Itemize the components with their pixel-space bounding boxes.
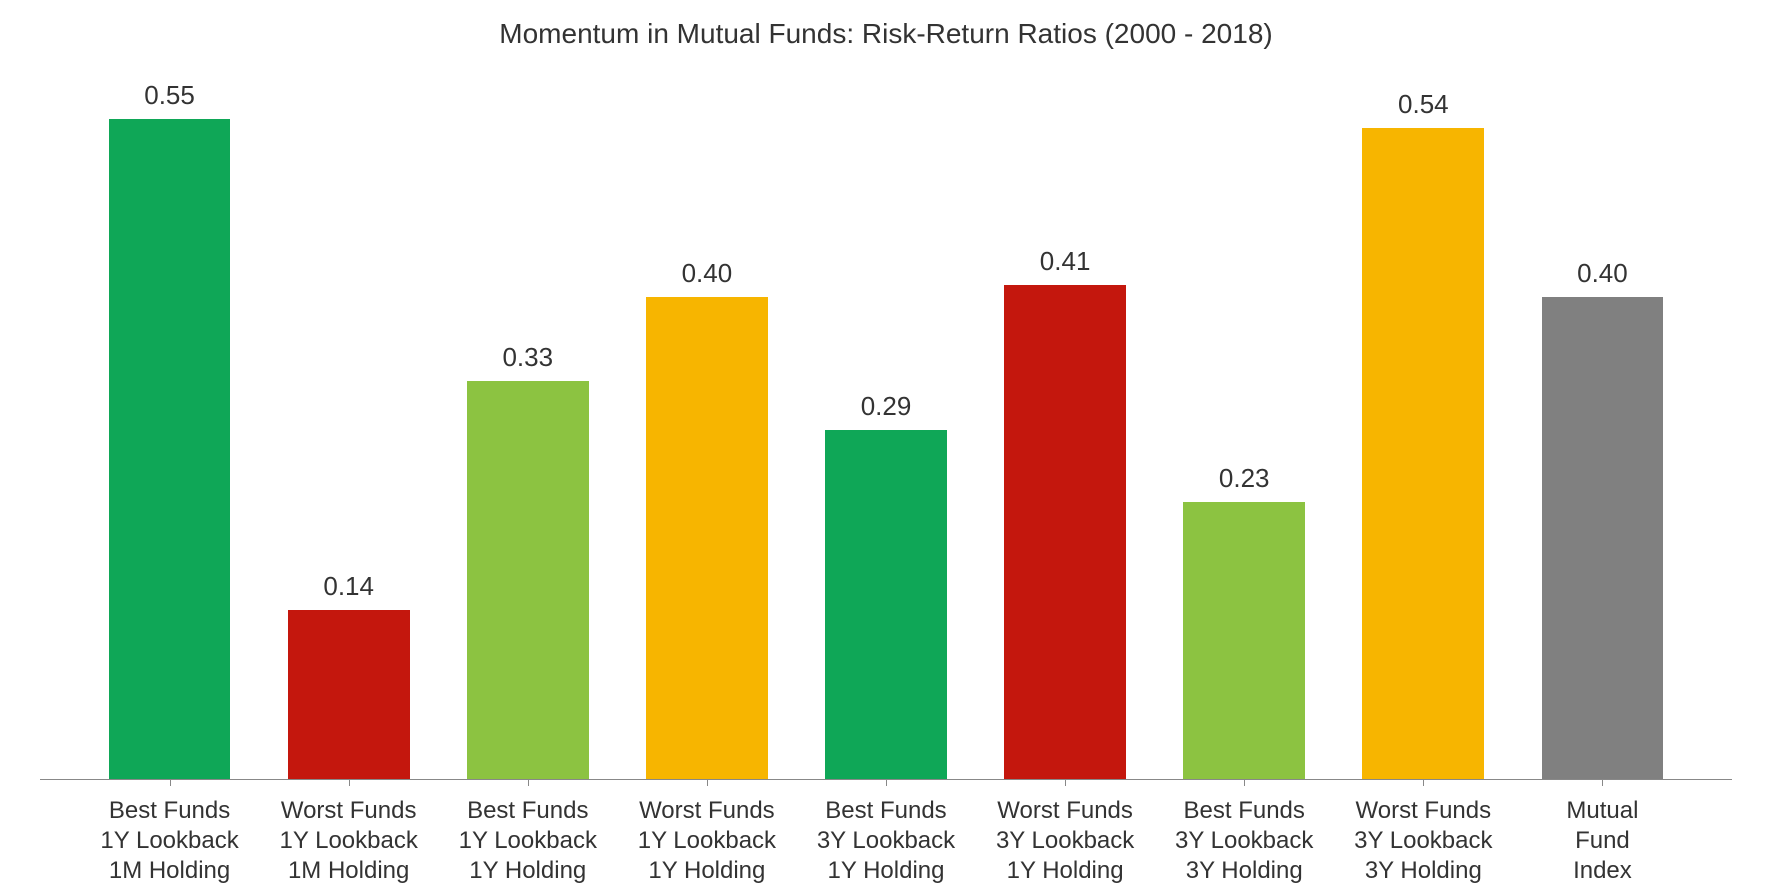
x-axis-label-line: 1Y Holding (800, 856, 971, 886)
x-axis-label-line: 3Y Lookback (1338, 826, 1509, 856)
bar-wrapper: 0.41 (976, 80, 1155, 779)
x-axis-label: Worst Funds1Y Lookback1M Holding (259, 786, 438, 886)
x-axis-label-line: Worst Funds (263, 796, 434, 826)
x-axis-label-line: Mutual (1517, 796, 1688, 826)
x-axis-label: Worst Funds3Y Lookback3Y Holding (1334, 786, 1513, 886)
chart-title: Momentum in Mutual Funds: Risk-Return Ra… (0, 0, 1772, 80)
x-axis-label-line: 3Y Holding (1338, 856, 1509, 886)
x-axis-label-line: 1M Holding (84, 856, 255, 886)
x-axis-label: Worst Funds1Y Lookback1Y Holding (617, 786, 796, 886)
x-axis-label: Worst Funds3Y Lookback1Y Holding (976, 786, 1155, 886)
x-axis-label-line: 1Y Lookback (621, 826, 792, 856)
bar (109, 119, 231, 779)
x-axis-label-line: 3Y Holding (1159, 856, 1330, 886)
x-axis-label-line: Best Funds (800, 796, 971, 826)
x-axis-label-line: 1Y Lookback (263, 826, 434, 856)
x-axis-label-line: Index (1517, 856, 1688, 886)
x-axis-label: Best Funds1Y Lookback1M Holding (80, 786, 259, 886)
x-axis-label: Best Funds3Y Lookback3Y Holding (1155, 786, 1334, 886)
x-axis-label-line: Worst Funds (621, 796, 792, 826)
bar (1183, 502, 1305, 779)
x-axis-label-line: 1Y Lookback (84, 826, 255, 856)
x-axis-label-line: Best Funds (442, 796, 613, 826)
bar-value-label: 0.55 (144, 80, 195, 111)
bar-wrapper: 0.40 (617, 80, 796, 779)
x-axis-label-line: 3Y Lookback (800, 826, 971, 856)
bar (1362, 128, 1484, 779)
x-axis-labels: Best Funds1Y Lookback1M HoldingWorst Fun… (40, 786, 1732, 886)
bar-value-label: 0.14 (323, 571, 374, 602)
bar-value-label: 0.54 (1398, 89, 1449, 120)
x-axis-label-line: 3Y Lookback (1159, 826, 1330, 856)
plot-area: 0.55 0.14 0.33 0.40 0.29 0.41 0.23 0.54 0.40 (40, 80, 1732, 780)
x-axis-label-line: 1Y Holding (621, 856, 792, 886)
bar-value-label: 0.41 (1040, 246, 1091, 277)
x-axis-label-line: 1M Holding (263, 856, 434, 886)
bar-wrapper: 0.29 (796, 80, 975, 779)
bar (288, 610, 410, 779)
bar-wrapper: 0.14 (259, 80, 438, 779)
bar-value-label: 0.33 (502, 342, 553, 373)
bar-wrapper: 0.55 (80, 80, 259, 779)
bar-wrapper: 0.23 (1155, 80, 1334, 779)
x-axis-label-line: 3Y Lookback (980, 826, 1151, 856)
x-axis-label-line: 1Y Holding (980, 856, 1151, 886)
bar-value-label: 0.40 (682, 258, 733, 289)
bar (467, 381, 589, 779)
bar-wrapper: 0.54 (1334, 80, 1513, 779)
bar-wrapper: 0.33 (438, 80, 617, 779)
x-axis-label-line: Best Funds (84, 796, 255, 826)
bar (646, 297, 768, 779)
x-axis-label-line: Best Funds (1159, 796, 1330, 826)
bar (1004, 285, 1126, 779)
bar-wrapper: 0.40 (1513, 80, 1692, 779)
x-axis-label-line: 1Y Holding (442, 856, 613, 886)
bar (1542, 297, 1664, 779)
bar-value-label: 0.29 (861, 391, 912, 422)
bar-value-label: 0.40 (1577, 258, 1628, 289)
x-axis-label: Best Funds3Y Lookback1Y Holding (796, 786, 975, 886)
x-axis-label-line: Fund (1517, 826, 1688, 856)
chart-container: Momentum in Mutual Funds: Risk-Return Ra… (0, 0, 1772, 886)
x-axis-label-line: Worst Funds (980, 796, 1151, 826)
x-axis-label: Best Funds1Y Lookback1Y Holding (438, 786, 617, 886)
x-axis-label: MutualFundIndex (1513, 786, 1692, 886)
bar (825, 430, 947, 780)
x-axis-label-line: Worst Funds (1338, 796, 1509, 826)
x-axis-label-line: 1Y Lookback (442, 826, 613, 856)
bar-value-label: 0.23 (1219, 463, 1270, 494)
